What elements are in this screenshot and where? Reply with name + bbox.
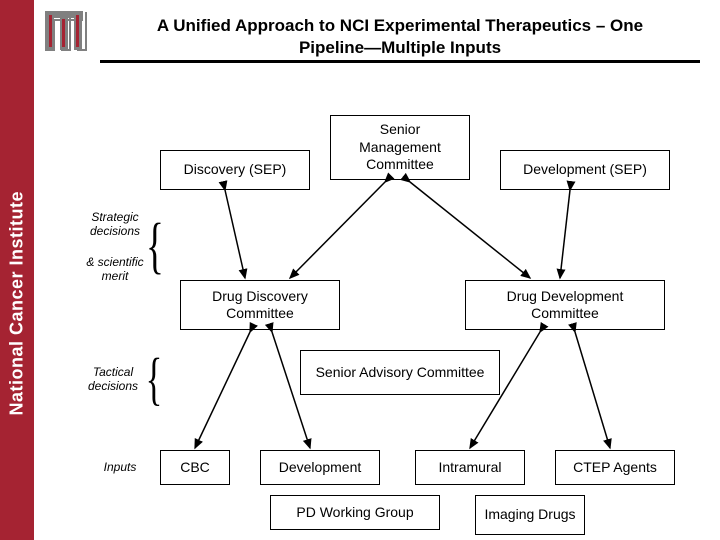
box-discovery-sep: Discovery (SEP) [160, 150, 310, 190]
brace-upper: { [146, 215, 164, 277]
box-development-sep: Development (SEP) [500, 150, 670, 190]
brace-lower: { [146, 350, 163, 408]
sidebar: National Cancer Institute [0, 0, 60, 540]
label-scientific: & scientific merit [85, 255, 145, 284]
box-intramural: Intramural [415, 450, 525, 485]
box-drug-discovery: Drug Discovery Committee [180, 280, 340, 330]
box-imaging: Imaging Drugs [475, 495, 585, 535]
title-underline [100, 60, 700, 63]
box-cbc: CBC [160, 450, 230, 485]
box-development: Development [260, 450, 380, 485]
box-ctep: CTEP Agents [555, 450, 675, 485]
label-strategic: Strategic decisions [80, 210, 150, 239]
sidebar-text: National Cancer Institute [7, 126, 28, 416]
page-title: A Unified Approach to NCI Experimental T… [130, 15, 670, 59]
label-inputs: Inputs [95, 460, 145, 474]
nih-logo [40, 10, 88, 55]
box-senior-mgmt: Senior Management Committee [330, 115, 470, 180]
label-tactical: Tactical decisions [78, 365, 148, 394]
box-senior-advisory: Senior Advisory Committee [300, 350, 500, 395]
box-pd-working: PD Working Group [270, 495, 440, 530]
box-drug-development: Drug Development Committee [465, 280, 665, 330]
